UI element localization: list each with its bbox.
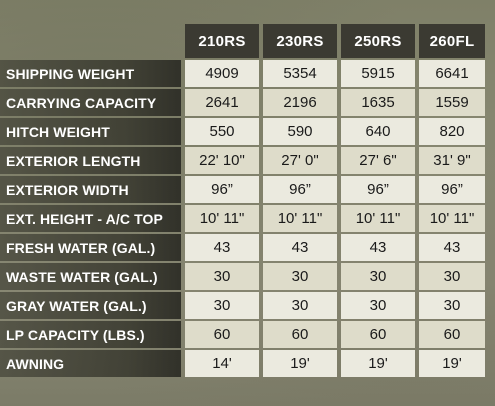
spec-value: 5915 xyxy=(341,60,415,87)
spec-value: 19' xyxy=(341,350,415,377)
model-header: 210RS xyxy=(185,24,259,58)
spec-value: 2196 xyxy=(263,89,337,116)
spec-value: 30 xyxy=(185,292,259,319)
spec-value: 820 xyxy=(419,118,485,145)
spec-value: 31' 9" xyxy=(419,147,485,174)
spec-value: 19' xyxy=(263,350,337,377)
spec-value: 30 xyxy=(185,263,259,290)
model-header: 250RS xyxy=(341,24,415,58)
spec-row-carrying-capacity: CARRYING CAPACITY 2641 2196 1635 1559 xyxy=(0,89,495,116)
spec-value: 43 xyxy=(341,234,415,261)
spec-value: 60 xyxy=(185,321,259,348)
spec-value: 10' 11" xyxy=(263,205,337,232)
spec-value: 60 xyxy=(341,321,415,348)
spec-label: WASTE WATER (GAL.) xyxy=(0,263,181,290)
spec-value: 30 xyxy=(341,292,415,319)
spec-value: 96” xyxy=(341,176,415,203)
spec-value: 60 xyxy=(419,321,485,348)
spec-label: HITCH WEIGHT xyxy=(0,118,181,145)
spec-label: SHIPPING WEIGHT xyxy=(0,60,181,87)
model-header: 230RS xyxy=(263,24,337,58)
spec-label: EXTERIOR WIDTH xyxy=(0,176,181,203)
spec-value: 5354 xyxy=(263,60,337,87)
spec-value: 6641 xyxy=(419,60,485,87)
spec-value: 30 xyxy=(263,263,337,290)
spec-value: 4909 xyxy=(185,60,259,87)
spec-value: 2641 xyxy=(185,89,259,116)
spec-value: 30 xyxy=(419,292,485,319)
spec-value: 60 xyxy=(263,321,337,348)
header-corner xyxy=(0,24,181,58)
spec-row-exterior-length: EXTERIOR LENGTH 22' 10" 27' 0" 27' 6" 31… xyxy=(0,147,495,174)
spec-label: EXT. HEIGHT - A/C TOP xyxy=(0,205,181,232)
spec-value: 640 xyxy=(341,118,415,145)
spec-value: 1559 xyxy=(419,89,485,116)
spec-row-awning: AWNING 14' 19' 19' 19' xyxy=(0,350,495,377)
spec-value: 14' xyxy=(185,350,259,377)
spec-row-waste-water: WASTE WATER (GAL.) 30 30 30 30 xyxy=(0,263,495,290)
spec-value: 590 xyxy=(263,118,337,145)
spec-value: 1635 xyxy=(341,89,415,116)
spec-value: 30 xyxy=(341,263,415,290)
header-row: 210RS 230RS 250RS 260FL xyxy=(0,24,495,58)
spec-value: 30 xyxy=(263,292,337,319)
spec-value: 550 xyxy=(185,118,259,145)
spec-value: 30 xyxy=(419,263,485,290)
spec-label: CARRYING CAPACITY xyxy=(0,89,181,116)
spec-row-gray-water: GRAY WATER (GAL.) 30 30 30 30 xyxy=(0,292,495,319)
spec-value: 10' 11" xyxy=(419,205,485,232)
spec-label: LP CAPACITY (LBS.) xyxy=(0,321,181,348)
spec-value: 96” xyxy=(185,176,259,203)
spec-row-shipping-weight: SHIPPING WEIGHT 4909 5354 5915 6641 xyxy=(0,60,495,87)
spec-row-hitch-weight: HITCH WEIGHT 550 590 640 820 xyxy=(0,118,495,145)
spec-value: 27' 0" xyxy=(263,147,337,174)
model-header: 260FL xyxy=(419,24,485,58)
spec-row-exterior-width: EXTERIOR WIDTH 96” 96” 96” 96” xyxy=(0,176,495,203)
spec-value: 22' 10" xyxy=(185,147,259,174)
spec-table: 210RS 230RS 250RS 260FL SHIPPING WEIGHT … xyxy=(0,24,495,379)
spec-value: 43 xyxy=(419,234,485,261)
spec-row-lp-capacity: LP CAPACITY (LBS.) 60 60 60 60 xyxy=(0,321,495,348)
spec-row-fresh-water: FRESH WATER (GAL.) 43 43 43 43 xyxy=(0,234,495,261)
spec-label: AWNING xyxy=(0,350,181,377)
spec-value: 10' 11" xyxy=(341,205,415,232)
spec-value: 96” xyxy=(263,176,337,203)
spec-value: 96” xyxy=(419,176,485,203)
spec-value: 10' 11" xyxy=(185,205,259,232)
spec-label: GRAY WATER (GAL.) xyxy=(0,292,181,319)
spec-label: FRESH WATER (GAL.) xyxy=(0,234,181,261)
spec-value: 19' xyxy=(419,350,485,377)
spec-label: EXTERIOR LENGTH xyxy=(0,147,181,174)
spec-value: 43 xyxy=(185,234,259,261)
spec-value: 43 xyxy=(263,234,337,261)
spec-value: 27' 6" xyxy=(341,147,415,174)
spec-row-ext-height: EXT. HEIGHT - A/C TOP 10' 11" 10' 11" 10… xyxy=(0,205,495,232)
